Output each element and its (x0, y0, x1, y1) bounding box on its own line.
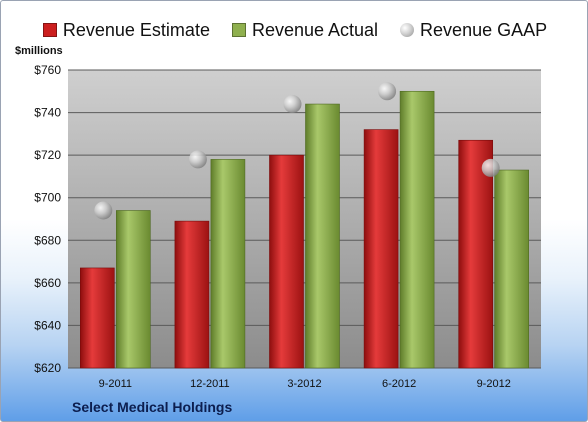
bar-revenue-actual (494, 169, 530, 369)
legend-label-estimate: Revenue Estimate (62, 19, 210, 40)
x-tick-label: 6-2012 (382, 378, 416, 390)
bar-revenue-estimate (80, 267, 115, 369)
y-tick-label: $660 (34, 276, 61, 290)
x-tick-label: 9-2011 (99, 378, 132, 390)
bubble-revenue-gaap (283, 95, 302, 114)
y-tick-label: $760 (34, 63, 61, 77)
legend-swatch-estimate (42, 23, 57, 37)
bar-revenue-estimate (458, 139, 494, 369)
bubble-revenue-gaap (378, 82, 397, 101)
y-tick-label: $680 (34, 233, 61, 247)
bar-revenue-actual (116, 210, 151, 369)
bar-revenue-actual (210, 159, 246, 369)
y-tick-label: $700 (34, 191, 61, 205)
y-axis-unit: $millions (15, 45, 63, 57)
legend: Revenue Estimate Revenue Actual Revenue … (1, 17, 587, 43)
x-tick-label: 9-2012 (477, 378, 511, 390)
bubble-revenue-gaap (188, 150, 207, 169)
bar-revenue-estimate (363, 129, 399, 369)
legend-swatch-actual (231, 23, 246, 37)
legend-label-gaap: Revenue GAAP (420, 19, 548, 40)
bar-revenue-estimate (174, 220, 210, 369)
y-tick-label: $740 (34, 106, 61, 120)
bar-revenue-actual (399, 90, 435, 369)
legend-item-gaap: Revenue GAAP (400, 20, 547, 41)
bubble-revenue-gaap (481, 158, 500, 177)
company-name: Select Medical Holdings (72, 399, 233, 415)
x-tick-label: 12-2011 (190, 378, 230, 390)
y-tick-label: $620 (34, 361, 61, 375)
legend-item-actual: Revenue Actual (231, 19, 379, 41)
x-tick-label: 3-2012 (287, 378, 321, 390)
legend-label-actual: Revenue Actual (251, 19, 379, 40)
y-tick-label: $720 (34, 148, 61, 162)
bar-revenue-actual (305, 103, 340, 369)
bar-revenue-estimate (269, 154, 304, 369)
legend-item-estimate: Revenue Estimate (42, 19, 210, 41)
bubble-revenue-gaap (94, 201, 113, 220)
legend-swatch-gaap (400, 23, 415, 37)
y-tick-label: $640 (34, 318, 61, 332)
